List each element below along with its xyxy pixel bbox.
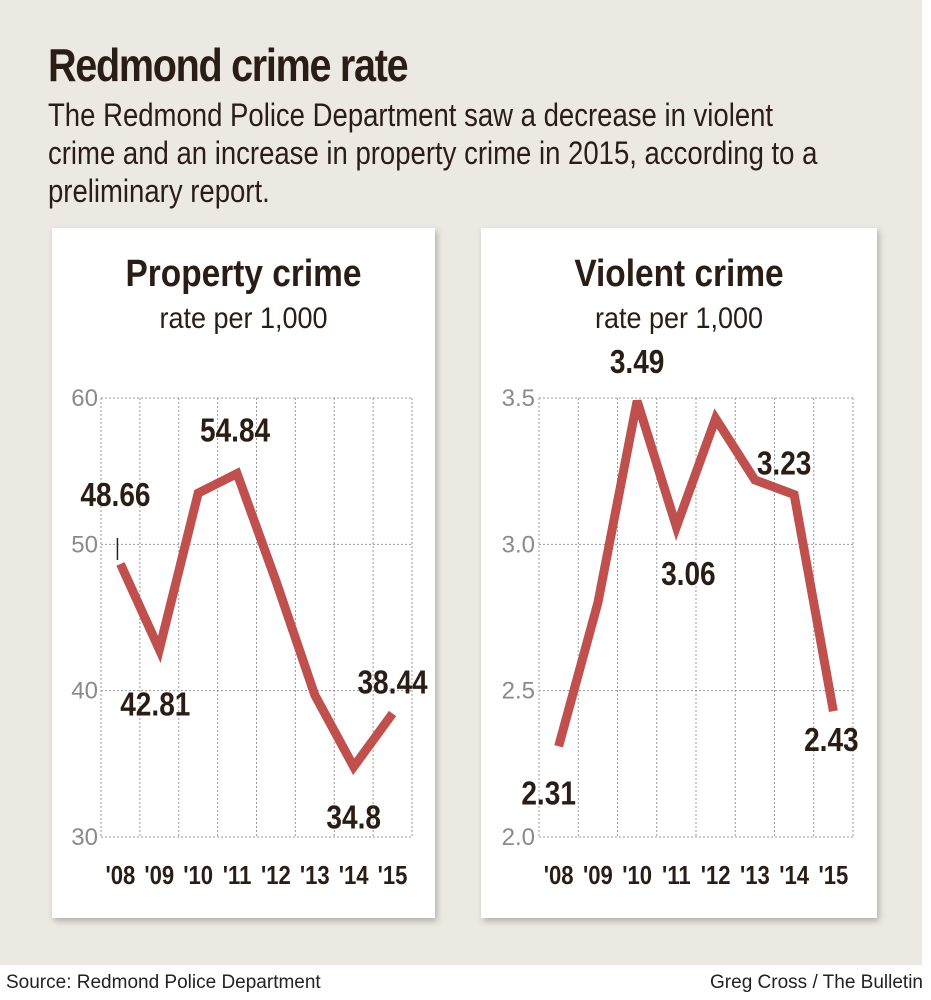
page-title: Redmond crime rate: [48, 39, 409, 91]
x-tick-label: '08: [544, 861, 574, 890]
x-tick-label: '15: [818, 861, 848, 890]
violent-crime-chart: Violent crime rate per 1,000 2.0 2.5 3.0 3.5 '…: [502, 252, 859, 890]
data-label: 2.43: [804, 722, 859, 759]
data-label: 54.84: [200, 412, 270, 449]
page-subtitle: The Redmond Police Department saw a decr…: [48, 97, 818, 209]
source-note: Source: Redmond Police Department: [6, 972, 321, 993]
chart-title: Violent crime: [574, 252, 783, 294]
property-crime-panel: Property crime rate per 1,000 30 40 50 60 '08 '…: [52, 228, 435, 918]
x-tick-label: '14: [779, 861, 809, 890]
y-tick-label: 50: [71, 531, 98, 558]
y-tick-label: 40: [71, 678, 98, 705]
x-tick-label: '10: [622, 861, 652, 890]
x-tick-label: '11: [662, 861, 691, 890]
x-tick-label: '09: [583, 861, 613, 890]
x-tick-label: '13: [300, 861, 330, 890]
y-tick-label: 2.0: [502, 824, 535, 851]
chart-title: Property crime: [126, 252, 362, 294]
x-tick-label: '08: [106, 861, 136, 890]
y-tick-label: 2.5: [502, 678, 535, 705]
data-label: 3.49: [610, 344, 665, 381]
x-tick-label: '14: [339, 861, 369, 890]
data-label: 42.81: [120, 686, 190, 723]
violent-crime-panel: Violent crime rate per 1,000 2.0 2.5 3.0 3.5 '…: [481, 228, 877, 918]
x-tick-label: '11: [223, 861, 252, 890]
data-label: 3.06: [661, 556, 716, 593]
x-tick-label: '10: [183, 861, 213, 890]
data-label: 38.44: [357, 664, 427, 701]
x-tick-label: '13: [740, 861, 770, 890]
series-line: [116, 467, 397, 776]
y-tick-label: 3.5: [502, 385, 535, 412]
chart-subtitle: rate per 1,000: [595, 302, 763, 336]
x-tick-label: '15: [378, 861, 408, 890]
chart-subtitle: rate per 1,000: [160, 302, 328, 336]
graphic-frame: Redmond crime rate The Redmond Police De…: [0, 0, 922, 965]
data-label: 2.31: [521, 775, 576, 812]
y-tick-label: 30: [71, 824, 98, 851]
y-tick-label: 60: [71, 385, 98, 412]
data-label: 3.23: [757, 445, 812, 482]
property-crime-chart: Property crime rate per 1,000 30 40 50 60 '08 '…: [71, 252, 427, 890]
x-tick-label: '09: [144, 861, 174, 890]
x-tick-label: '12: [701, 861, 731, 890]
credit-note: Greg Cross / The Bulletin: [710, 972, 923, 993]
series-line: [554, 399, 838, 748]
data-label: 48.66: [80, 477, 150, 514]
y-tick-label: 3.0: [502, 531, 535, 558]
x-tick-label: '12: [261, 861, 291, 890]
data-label: 34.8: [326, 800, 381, 837]
